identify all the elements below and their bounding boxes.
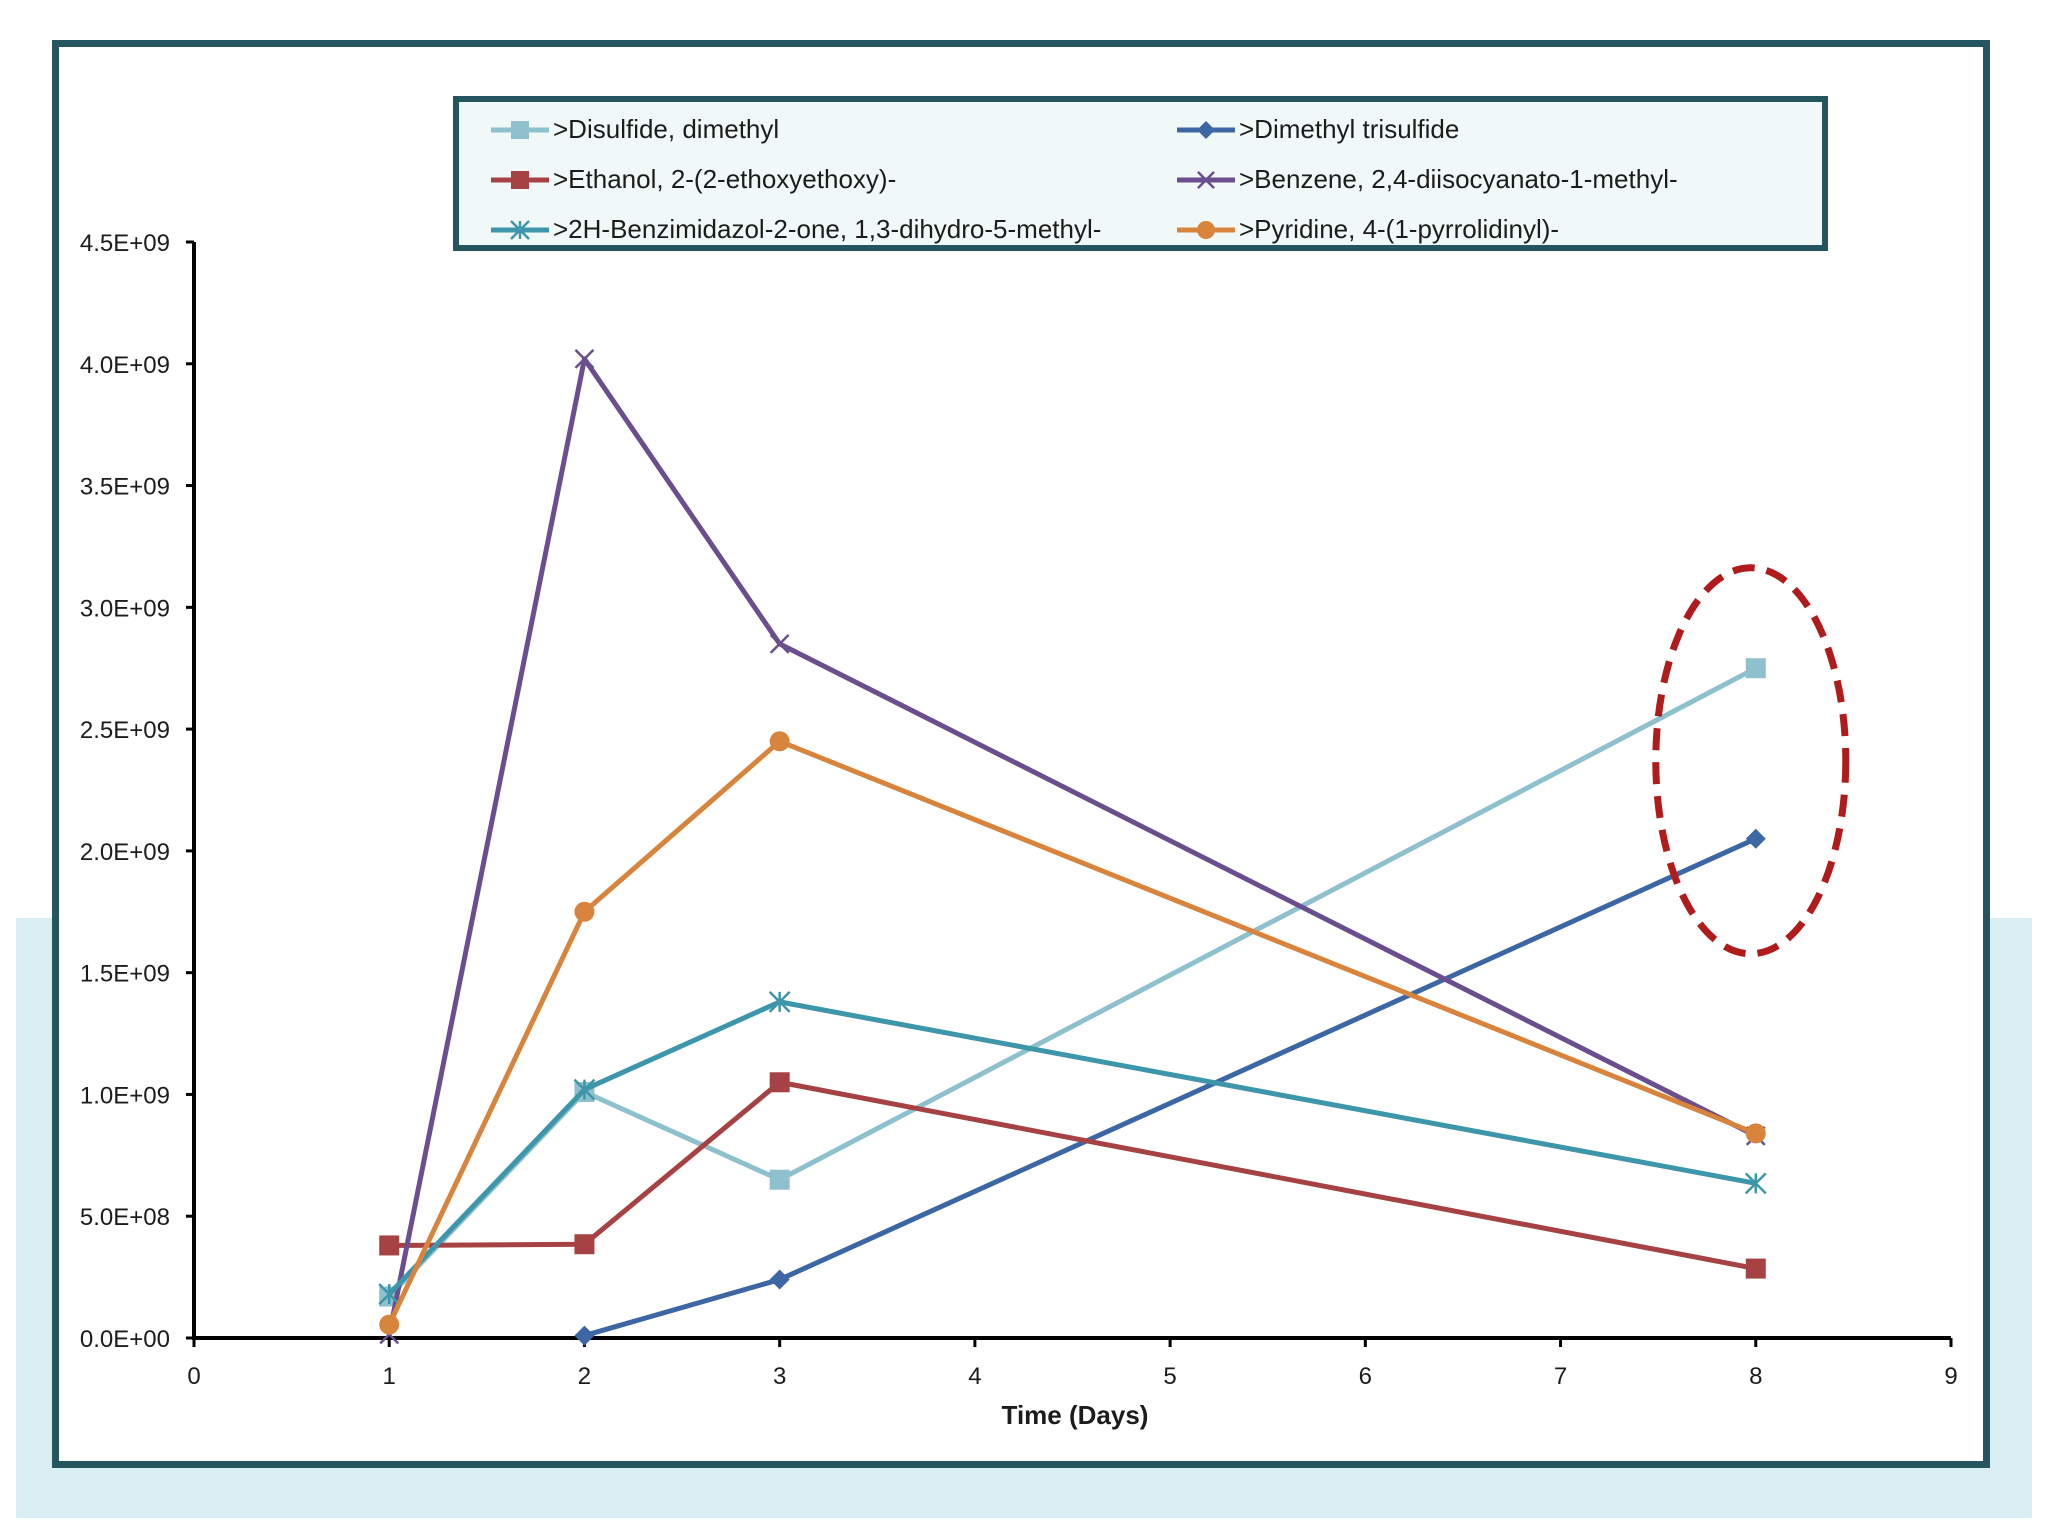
y-tick-label: 2.0E+09 — [80, 839, 170, 866]
data-point — [768, 991, 791, 1013]
data-point — [573, 1078, 596, 1101]
legend-swatch — [491, 120, 549, 139]
data-point — [1745, 1123, 1766, 1144]
series-5 — [379, 731, 1766, 1335]
data-point — [769, 1169, 790, 1190]
legend-label: >Disulfide, dimethyl — [553, 114, 780, 144]
y-tick-label: 1.5E+09 — [80, 961, 170, 988]
legend-marker — [1197, 220, 1215, 239]
x-tick-label: 6 — [1359, 1363, 1372, 1390]
data-point — [1745, 828, 1766, 849]
legend-item: >Disulfide, dimethyl — [489, 114, 779, 145]
legend-marker — [511, 120, 529, 139]
series-line — [386, 356, 1757, 1335]
legend-swatch — [1177, 120, 1235, 139]
legend-swatch — [491, 219, 549, 240]
legend-item: >Benzene, 2,4-diisocyanato-1-methyl- — [1175, 164, 1678, 195]
x-tick-label: 1 — [383, 1363, 396, 1390]
y-tick-label: 4.5E+09 — [80, 230, 170, 257]
series-line — [387, 666, 1757, 1299]
data-point — [378, 1283, 401, 1306]
data-point — [574, 349, 595, 369]
legend-swatch — [1177, 220, 1235, 239]
x-tick-label: 0 — [187, 1363, 200, 1390]
legend-label: >Benzene, 2,4-diisocyanato-1-methyl- — [1239, 164, 1678, 194]
y-tick-label: 3.5E+09 — [80, 474, 170, 501]
series-3 — [379, 349, 1766, 1345]
y-tick-label: 0.0E+00 — [80, 1326, 170, 1353]
legend-item: >Pyridine, 4-(1-pyrrolidinyl)- — [1175, 214, 1559, 245]
series-1 — [574, 828, 1766, 1346]
y-tick-label: 1.0E+09 — [80, 1082, 170, 1109]
data-point — [769, 731, 790, 752]
series-0 — [379, 658, 1766, 1307]
x-tick-label: 5 — [1163, 1363, 1176, 1390]
legend-item: >2H-Benzimidazol-2-one, 1,3-dihydro-5-me… — [489, 214, 1101, 245]
data-point — [1744, 1172, 1767, 1195]
legend-label: >Ethanol, 2-(2-ethoxyethoxy)- — [553, 164, 897, 194]
legend-swatch — [1177, 170, 1235, 189]
data-point — [769, 1269, 790, 1290]
series-2 — [379, 1072, 1766, 1279]
x-tick-label: 3 — [773, 1363, 786, 1390]
y-tick-label: 5.0E+08 — [80, 1204, 170, 1231]
series-line — [389, 1079, 1757, 1272]
data-point — [769, 633, 790, 654]
legend-marker — [1197, 120, 1215, 139]
data-point — [379, 1235, 400, 1256]
chart-frame — [52, 40, 1990, 1468]
legend-marker — [510, 219, 530, 240]
data-point — [769, 1072, 790, 1093]
y-tick-label: 3.0E+09 — [80, 595, 170, 622]
legend-label: >Pyridine, 4-(1-pyrrolidinyl)- — [1239, 214, 1560, 244]
legend-marker — [1197, 170, 1215, 189]
data-point — [1745, 1258, 1766, 1279]
series-line — [583, 836, 1757, 1338]
y-tick-label: 2.5E+09 — [80, 717, 170, 744]
x-tick-label: 4 — [968, 1363, 981, 1390]
legend-marker — [511, 170, 529, 189]
x-tick-label: 9 — [1944, 1363, 1957, 1390]
legend-item: >Dimethyl trisulfide — [1175, 114, 1459, 145]
x-axis-title: Time (Days) — [1001, 1400, 1149, 1430]
legend-item: >Ethanol, 2-(2-ethoxyethoxy)- — [489, 164, 896, 195]
x-tick-label: 7 — [1554, 1363, 1567, 1390]
series-4 — [378, 991, 1767, 1306]
legend-swatch — [491, 170, 549, 189]
legend: >Disulfide, dimethyl >Dimethyl trisulfide… — [453, 96, 1828, 251]
highlight-ellipse — [1652, 564, 1850, 958]
data-point — [1745, 658, 1766, 679]
data-point — [574, 1234, 595, 1255]
x-tick-label: 8 — [1749, 1363, 1762, 1390]
x-tick-label: 2 — [578, 1363, 591, 1390]
legend-label: >Dimethyl trisulfide — [1239, 114, 1460, 144]
legend-label: >2H-Benzimidazol-2-one, 1,3-dihydro-5-me… — [553, 214, 1102, 244]
series-line — [386, 738, 1757, 1326]
data-point — [379, 1314, 400, 1335]
data-point — [574, 1325, 595, 1346]
data-point — [574, 901, 595, 922]
series-line — [387, 999, 1757, 1296]
y-tick-label: 4.0E+09 — [80, 352, 170, 379]
